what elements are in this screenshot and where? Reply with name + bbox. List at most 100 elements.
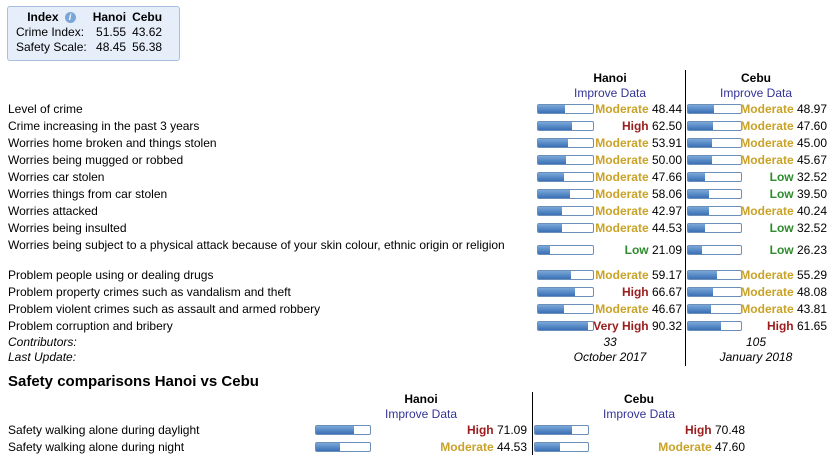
hanoi-score: Moderate 46.67 <box>595 302 682 316</box>
cebu-score-value: 45.67 <box>796 153 827 167</box>
info-icon[interactable]: i <box>64 12 76 24</box>
hanoi-score-value: 58.06 <box>651 187 682 201</box>
cebu-score-bar-fill <box>688 224 706 232</box>
hanoi-score-value: 42.97 <box>651 204 682 218</box>
cebu-score-bar <box>687 206 742 216</box>
cebu-score: Moderate 48.97 <box>740 102 827 116</box>
hanoi-score-bar-fill <box>538 224 563 232</box>
hanoi-score-bar <box>315 425 371 435</box>
index-row-label: Safety Scale: <box>16 40 87 54</box>
row-label: Crime increasing in the past 3 years <box>8 119 200 133</box>
cebu-level-text: High <box>766 319 794 333</box>
cebu-level-text: Moderate <box>740 268 794 282</box>
crime-city-header-cebu: Cebu <box>741 71 771 85</box>
hanoi-score-bar-fill <box>316 426 355 434</box>
index-cebu-value: 56.38 <box>132 40 163 54</box>
cebu-score: Moderate 45.00 <box>740 136 827 150</box>
cebu-score-value: 55.29 <box>796 268 827 282</box>
hanoi-level-text: Moderate <box>595 302 649 316</box>
cebu-score: Moderate 43.81 <box>740 302 827 316</box>
hanoi-level-text: Moderate <box>595 170 649 184</box>
crime-improve-data-link-hanoi[interactable]: Improve Data <box>573 86 647 100</box>
hanoi-score-value: 44.53 <box>496 440 527 454</box>
hanoi-score-bar <box>537 138 594 148</box>
hanoi-score: Moderate 59.17 <box>595 268 682 282</box>
crime-improve-data-link-cebu[interactable]: Improve Data <box>719 86 793 100</box>
cebu-score-bar-fill <box>688 190 709 198</box>
hanoi-score-value: 62.50 <box>651 119 682 133</box>
cebu-level-text: Moderate <box>740 136 794 150</box>
last-update-hanoi: October 2017 <box>573 350 647 364</box>
index-row-label: Crime Index: <box>16 25 85 39</box>
cebu-level-text: Low <box>769 170 794 184</box>
cebu-score-bar <box>687 287 742 297</box>
hanoi-level-text: Very High <box>593 319 649 333</box>
safety-city-header-cebu: Cebu <box>624 392 654 406</box>
index-summary-box: Index i Hanoi Cebu Crime Index: 51.55 43.… <box>7 6 180 61</box>
cebu-score-bar <box>687 304 742 314</box>
cebu-score-bar <box>534 442 589 452</box>
cebu-score-bar <box>687 121 742 131</box>
cebu-score-bar <box>687 270 742 280</box>
cebu-score: Moderate 45.67 <box>740 153 827 167</box>
cebu-score-value: 40.24 <box>796 204 827 218</box>
hanoi-score: Moderate 50.00 <box>595 153 682 167</box>
row-label: Worries being mugged or robbed <box>8 153 184 167</box>
hanoi-score-bar-fill <box>538 288 575 296</box>
cebu-score-value: 32.52 <box>796 221 827 235</box>
hanoi-score-value: 47.66 <box>651 170 682 184</box>
hanoi-score-value: 71.09 <box>496 423 527 437</box>
hanoi-score: High 62.50 <box>622 119 682 133</box>
safety-section-title: Safety comparisons Hanoi vs Cebu <box>8 373 259 390</box>
index-header-cebu: Cebu <box>132 10 163 24</box>
cebu-level-text: Moderate <box>740 119 794 133</box>
hanoi-score-bar <box>537 155 594 165</box>
cebu-level-text: Moderate <box>658 440 712 454</box>
hanoi-score-bar-fill <box>538 105 565 113</box>
hanoi-score-bar-fill <box>538 122 573 130</box>
cebu-score-bar <box>534 425 589 435</box>
cebu-score-bar <box>687 155 742 165</box>
hanoi-level-text: Moderate <box>595 102 649 116</box>
row-label: Worries car stolen <box>8 170 105 184</box>
cebu-score: Moderate 55.29 <box>740 268 827 282</box>
row-label: Worries being subject to a physical atta… <box>8 238 505 252</box>
hanoi-score-bar-fill <box>538 305 564 313</box>
row-label: Worries attacked <box>8 204 98 218</box>
hanoi-score-bar-fill <box>538 246 550 254</box>
hanoi-score: Low 21.09 <box>625 243 682 257</box>
index-hanoi-value: 51.55 <box>96 25 127 39</box>
row-label: Worries being insulted <box>8 221 127 235</box>
hanoi-score: Moderate 58.06 <box>595 187 682 201</box>
cebu-score-bar-fill <box>688 322 721 330</box>
row-label: Worries home broken and things stolen <box>8 136 217 150</box>
cebu-score-bar <box>687 172 742 182</box>
hanoi-score: Very High 90.32 <box>593 319 682 333</box>
cebu-score-bar <box>687 245 742 255</box>
cebu-score-value: 43.81 <box>796 302 827 316</box>
hanoi-level-text: Low <box>624 243 649 257</box>
column-divider <box>685 70 686 366</box>
safety-improve-data-link-hanoi[interactable]: Improve Data <box>384 407 458 421</box>
index-header-hanoi: Hanoi <box>92 10 127 24</box>
hanoi-score-bar <box>537 206 594 216</box>
hanoi-score-value: 50.00 <box>651 153 682 167</box>
hanoi-score: Moderate 44.53 <box>595 221 682 235</box>
hanoi-score-value: 66.67 <box>651 285 682 299</box>
index-header: Index i <box>13 10 90 25</box>
hanoi-score: Moderate 44.53 <box>440 440 527 454</box>
cebu-score-bar-fill <box>535 426 573 434</box>
safety-improve-data-link-cebu[interactable]: Improve Data <box>602 407 676 421</box>
hanoi-score-bar-fill <box>538 322 588 330</box>
hanoi-score-value: 59.17 <box>651 268 682 282</box>
cebu-score: Low 32.52 <box>770 221 827 235</box>
cebu-level-text: High <box>684 423 712 437</box>
hanoi-score-bar <box>537 270 594 280</box>
hanoi-score-value: 48.44 <box>651 102 682 116</box>
hanoi-score-bar <box>537 304 594 314</box>
cebu-score-value: 61.65 <box>796 319 827 333</box>
column-divider <box>532 392 533 455</box>
hanoi-score-value: 44.53 <box>651 221 682 235</box>
cebu-score-bar <box>687 189 742 199</box>
cebu-score-value: 39.50 <box>796 187 827 201</box>
